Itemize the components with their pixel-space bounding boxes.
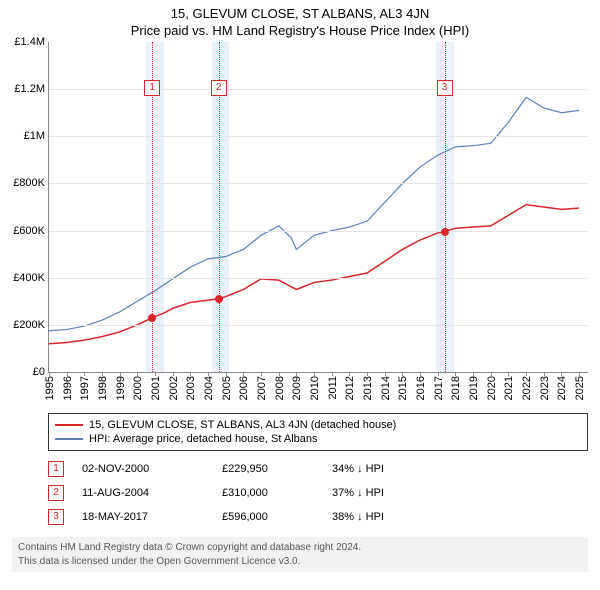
x-tick-label: 2018 [448, 376, 462, 400]
x-tick-label: 2005 [219, 376, 233, 400]
footnote-line: Contains HM Land Registry data © Crown c… [18, 541, 582, 555]
x-tick-label: 2008 [272, 376, 286, 400]
x-tick-label: 2020 [484, 376, 498, 400]
marker-diff: 34% ↓ HPI [332, 463, 384, 475]
x-tick-label: 2004 [201, 376, 215, 400]
y-tick-label: £1.2M [14, 83, 45, 95]
y-tick-label: £600K [13, 225, 45, 237]
marker-table-row: 1 02-NOV-2000 £229,950 34% ↓ HPI [48, 457, 588, 481]
y-tick-label: £1M [24, 130, 45, 142]
marker-date: 18-MAY-2017 [82, 511, 222, 523]
marker-price: £310,000 [222, 487, 332, 499]
x-tick-label: 2010 [307, 376, 321, 400]
y-gridline [49, 278, 588, 279]
x-tick-label: 1997 [77, 376, 91, 400]
x-tick-label: 2001 [148, 376, 162, 400]
y-gridline [49, 136, 588, 137]
legend: 15, GLEVUM CLOSE, ST ALBANS, AL3 4JN (de… [48, 413, 588, 451]
x-tick-label: 2022 [519, 376, 533, 400]
y-gridline [49, 325, 588, 326]
chart-title-subtitle: Price paid vs. HM Land Registry's House … [0, 21, 600, 42]
marker-date: 02-NOV-2000 [82, 463, 222, 475]
y-tick-label: £200K [13, 319, 45, 331]
legend-swatch [55, 438, 83, 440]
marker-number-box: 2 [211, 80, 227, 96]
x-tick-label: 2012 [342, 376, 356, 400]
y-gridline [49, 231, 588, 232]
marker-price: £596,000 [222, 511, 332, 523]
x-tick-label: 2017 [431, 376, 445, 400]
marker-diff: 38% ↓ HPI [332, 511, 384, 523]
y-tick-label: £800K [13, 177, 45, 189]
x-tick-label: 2025 [572, 376, 586, 400]
x-tick-label: 2014 [378, 376, 392, 400]
marker-number-box: 1 [48, 461, 64, 477]
footnote-line: This data is licensed under the Open Gov… [18, 555, 582, 569]
marker-number-box: 3 [48, 509, 64, 525]
marker-table: 1 02-NOV-2000 £229,950 34% ↓ HPI 2 11-AU… [48, 457, 588, 529]
legend-row: HPI: Average price, detached house, St A… [55, 432, 581, 446]
x-tick-label: 2021 [501, 376, 515, 400]
chart-title-address: 15, GLEVUM CLOSE, ST ALBANS, AL3 4JN [0, 0, 600, 21]
marker-number-box: 1 [144, 80, 160, 96]
marker-point [441, 228, 449, 236]
x-tick-label: 2006 [236, 376, 250, 400]
marker-price: £229,950 [222, 463, 332, 475]
x-tick-label: 1996 [60, 376, 74, 400]
x-tick-label: 2011 [325, 376, 339, 400]
marker-date: 11-AUG-2004 [82, 487, 222, 499]
x-tick-label: 2023 [537, 376, 551, 400]
marker-number-box: 2 [48, 485, 64, 501]
legend-swatch [55, 424, 83, 426]
marker-point [148, 314, 156, 322]
series-hpi [49, 97, 579, 330]
marker-table-row: 3 18-MAY-2017 £596,000 38% ↓ HPI [48, 505, 588, 529]
series-price_paid [49, 205, 579, 344]
x-tick-label: 1999 [113, 376, 127, 400]
y-tick-label: £1.4M [14, 36, 45, 48]
footnote: Contains HM Land Registry data © Crown c… [12, 537, 588, 572]
plot-area: £0£200K£400K£600K£800K£1M£1.2M£1.4M19951… [48, 42, 588, 373]
x-tick-label: 2000 [130, 376, 144, 400]
marker-diff: 37% ↓ HPI [332, 487, 384, 499]
y-gridline [49, 183, 588, 184]
chart-container: 15, GLEVUM CLOSE, ST ALBANS, AL3 4JN Pri… [0, 0, 600, 590]
x-tick-label: 2013 [360, 376, 374, 400]
x-tick-label: 2007 [254, 376, 268, 400]
x-tick-label: 1998 [95, 376, 109, 400]
series-svg [49, 42, 588, 372]
x-tick-label: 2024 [554, 376, 568, 400]
x-tick-label: 1995 [42, 376, 56, 400]
legend-label: 15, GLEVUM CLOSE, ST ALBANS, AL3 4JN (de… [89, 419, 396, 431]
legend-label: HPI: Average price, detached house, St A… [89, 433, 318, 445]
x-tick-label: 2019 [466, 376, 480, 400]
x-tick-label: 2003 [183, 376, 197, 400]
legend-row: 15, GLEVUM CLOSE, ST ALBANS, AL3 4JN (de… [55, 418, 581, 432]
y-gridline [49, 89, 588, 90]
y-tick-label: £400K [13, 272, 45, 284]
x-tick-label: 2015 [395, 376, 409, 400]
x-tick-label: 2002 [166, 376, 180, 400]
x-tick-label: 2016 [413, 376, 427, 400]
marker-point [215, 295, 223, 303]
marker-table-row: 2 11-AUG-2004 £310,000 37% ↓ HPI [48, 481, 588, 505]
x-tick-label: 2009 [289, 376, 303, 400]
marker-number-box: 3 [437, 80, 453, 96]
